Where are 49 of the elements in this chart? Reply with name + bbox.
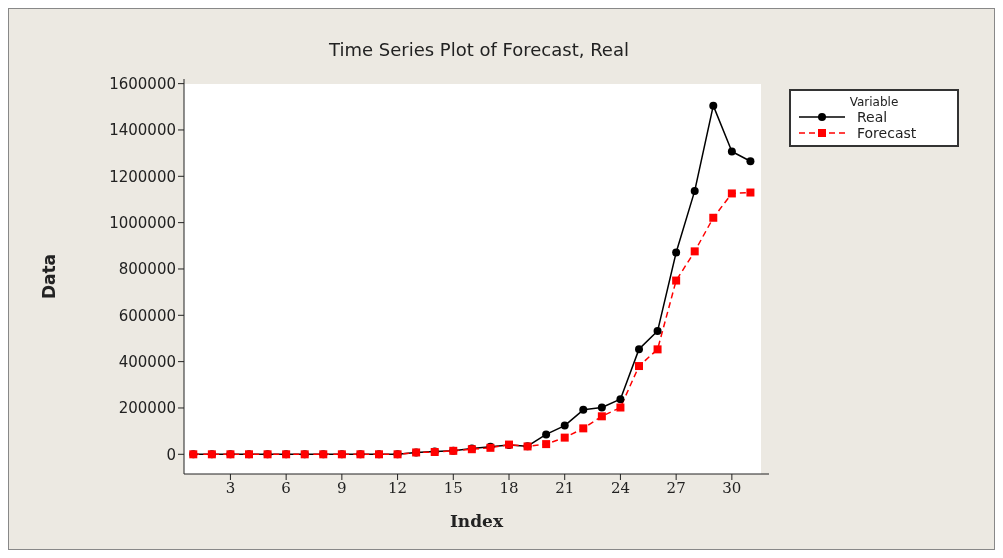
- point: [709, 101, 718, 110]
- x-tick-label: 24: [610, 478, 630, 497]
- x-axis-title: Index: [449, 511, 504, 531]
- y-tick-label: 200000: [118, 399, 176, 418]
- point: [635, 345, 643, 354]
- legend-label: Forecast: [857, 125, 917, 141]
- y-tick-label: 800000: [118, 260, 176, 279]
- point: [672, 276, 681, 285]
- point: [597, 412, 606, 421]
- x-tick-label: 12: [388, 478, 408, 497]
- legend-title: Variable: [848, 95, 900, 109]
- point: [672, 248, 681, 257]
- point: [746, 157, 755, 166]
- point: [542, 430, 551, 439]
- point: [709, 213, 718, 222]
- y-tick-label: 600000: [118, 306, 176, 325]
- y-tick-label: 400000: [118, 352, 176, 371]
- point: [616, 395, 625, 404]
- y-tick-label: 1400000: [109, 121, 176, 140]
- chart-title: Time Series Plot of Forecast, Real: [328, 39, 630, 60]
- legend-label: Real: [857, 109, 888, 125]
- point: [542, 440, 551, 449]
- x-tick-label: 3: [225, 478, 236, 497]
- point: [727, 189, 736, 198]
- point: [579, 405, 588, 414]
- point: [635, 362, 643, 371]
- point: [560, 421, 569, 430]
- y-axis-title: Data: [39, 253, 60, 300]
- x-tick-label: 21: [555, 478, 575, 497]
- point: [746, 188, 755, 197]
- point: [560, 433, 569, 442]
- x-tick-label: 27: [666, 478, 686, 497]
- y-tick-label: 1600000: [109, 74, 176, 93]
- x-tick-label: 6: [281, 478, 291, 497]
- point: [653, 345, 662, 354]
- x-tick-label: 15: [443, 478, 463, 497]
- x-tick-label: 18: [499, 478, 519, 497]
- point: [653, 327, 662, 336]
- x-tick-label: 9: [337, 478, 347, 497]
- point: [727, 147, 736, 156]
- point: [597, 403, 606, 412]
- y-tick-label: 1200000: [109, 167, 176, 186]
- point: [690, 247, 699, 256]
- point: [616, 403, 625, 412]
- x-tick-label: 30: [722, 478, 742, 497]
- point: [690, 186, 699, 195]
- point: [579, 424, 588, 433]
- y-tick-label: 1000000: [109, 213, 176, 232]
- y-tick-label: 0: [166, 445, 176, 464]
